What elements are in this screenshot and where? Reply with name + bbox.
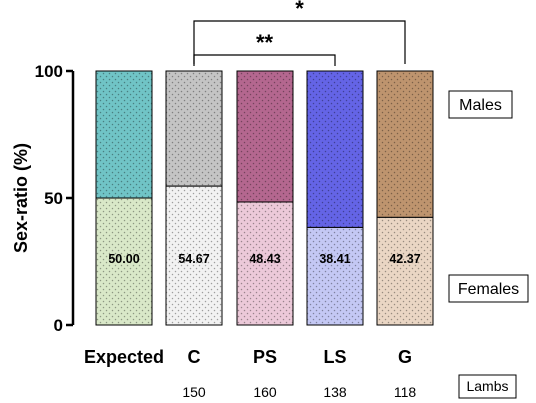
legend-males: Males [448, 90, 513, 119]
category-label: LS [323, 347, 346, 367]
y-axis-title: Sex-ratio (%) [11, 143, 31, 253]
lamb-count: 118 [394, 384, 417, 400]
y-axis: 0 50 100 [35, 62, 75, 335]
bar-females-texture [377, 217, 433, 325]
category-label: C [188, 347, 201, 367]
legend-females: Females [448, 274, 529, 303]
significance-bracket [193, 54, 336, 66]
bar-females-texture [96, 198, 152, 325]
significance-label: * [295, 0, 304, 21]
category-labels: Expected C 150 PS 160 LS 138 G 118 [84, 347, 416, 400]
bars: 50.00 54.67 48.43 38.41 42.37 [95, 70, 434, 326]
y-tick-label: 0 [54, 316, 63, 335]
category-label: PS [253, 347, 277, 367]
bar-males-texture [377, 71, 433, 218]
bar-value-label: 42.37 [389, 252, 420, 266]
bar-males-texture [96, 71, 152, 198]
y-tick-label: 100 [35, 62, 63, 81]
bar-value-label: 48.43 [249, 252, 280, 266]
bar-value-label: 54.67 [178, 252, 209, 266]
category-label: Expected [84, 347, 164, 367]
lamb-count: 150 [182, 384, 206, 400]
lamb-count: 160 [253, 384, 277, 400]
significance-brackets: *** [193, 0, 406, 66]
bar-females-texture [307, 227, 363, 325]
bar-value-label: 50.00 [108, 252, 139, 266]
lambs-label: Lambs [466, 378, 508, 394]
bar-females-texture [166, 186, 222, 325]
legend-males-label: Males [459, 97, 502, 114]
legend-females-label: Females [458, 281, 519, 298]
bar-males-texture [237, 71, 293, 202]
bar-males-texture [307, 71, 363, 228]
bar-males-texture [166, 71, 222, 187]
bar-value-label: 38.41 [319, 252, 350, 266]
lamb-count: 138 [323, 384, 347, 400]
lambs-label-box: Lambs [458, 374, 517, 399]
bar-females-texture [237, 201, 293, 325]
y-tick-label: 50 [44, 189, 63, 208]
significance-bracket [193, 20, 406, 64]
significance-label: ** [256, 30, 274, 55]
category-label: G [398, 347, 412, 367]
